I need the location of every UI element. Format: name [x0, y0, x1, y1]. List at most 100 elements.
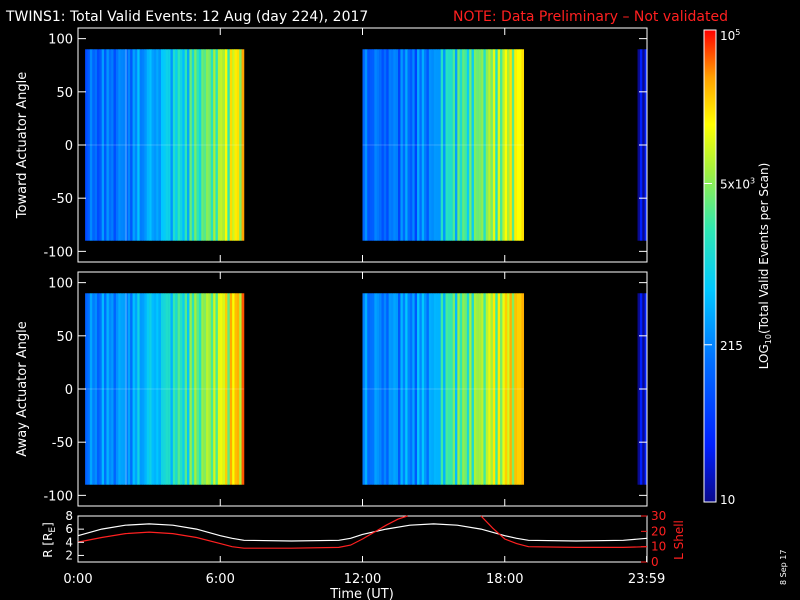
- heatmap-column: [217, 49, 221, 241]
- heatmap-column: [198, 293, 202, 485]
- heatmap-column: [466, 293, 470, 485]
- toward-y-label: Toward Actuator Angle: [15, 72, 30, 219]
- y-tick-label: 100: [48, 33, 73, 48]
- colorbar-label: LOG10(Total Valid Events per Scan): [757, 163, 773, 370]
- heatmap-column: [405, 293, 408, 485]
- y-tick-label: 100: [48, 277, 73, 292]
- heatmap-column: [450, 293, 453, 485]
- heatmap-column: [111, 49, 114, 241]
- heatmap-column: [87, 49, 91, 241]
- heatmap-column: [393, 293, 396, 485]
- heatmap-column: [473, 49, 477, 241]
- heatmap-column: [390, 293, 394, 485]
- heatmap-column: [127, 293, 131, 485]
- heatmap-column: [436, 49, 439, 241]
- heatmap-column: [412, 49, 415, 241]
- heatmap-column: [383, 293, 387, 485]
- heatmap-column: [371, 293, 375, 485]
- heatmap-column: [179, 49, 183, 241]
- heatmap-column: [504, 49, 508, 241]
- heatmap-column: [89, 49, 93, 241]
- heatmap-column: [511, 49, 515, 241]
- heatmap-column: [433, 49, 437, 241]
- heatmap-column: [364, 293, 368, 485]
- heatmap-column: [85, 293, 88, 485]
- heatmap-column: [144, 293, 148, 485]
- heatmap-column: [94, 293, 98, 485]
- heatmap-column: [96, 293, 100, 485]
- figure-title: TWINS1: Total Valid Events: 12 Aug (day …: [5, 9, 368, 25]
- away-actuator-panel: 100 50 0 -50 -100 Away Actuator Angle: [15, 271, 648, 507]
- heatmap-column: [514, 293, 517, 485]
- heatmap-column: [509, 49, 513, 241]
- heatmap-column: [208, 293, 212, 485]
- preliminary-note: NOTE: Data Preliminary – Not validated: [453, 9, 728, 25]
- heatmap-column: [457, 293, 460, 485]
- heatmap-column: [239, 49, 242, 241]
- heatmap-column: [438, 293, 442, 485]
- heatmap-column: [485, 293, 489, 485]
- heatmap-column: [459, 49, 463, 241]
- heatmap-column: [165, 293, 169, 485]
- heatmap-column: [158, 49, 162, 241]
- heatmap-column: [139, 49, 143, 241]
- orbit-lines: [77, 515, 648, 549]
- heatmap-column: [120, 293, 124, 485]
- heatmap-column: [106, 293, 110, 485]
- heatmap-column: [483, 293, 487, 485]
- heatmap-column: [132, 293, 136, 485]
- heatmap-column: [222, 49, 226, 241]
- heatmap-column: [137, 49, 140, 241]
- heatmap-column: [99, 293, 103, 485]
- heatmap-column: [101, 293, 105, 485]
- toward-actuator-panel: 100 50 0 -50 -100 Toward Actuator Angle: [15, 27, 648, 263]
- heatmap-column: [196, 49, 200, 241]
- heatmap-column: [175, 293, 178, 485]
- heatmap-column: [400, 293, 404, 485]
- y-tick-label: -50: [52, 436, 73, 451]
- heatmap-column: [130, 293, 133, 485]
- y-tick-label: 50: [56, 330, 73, 345]
- heatmap-column: [139, 293, 143, 485]
- heatmap-column: [108, 293, 112, 485]
- heatmap-column: [516, 49, 520, 241]
- heatmap-column: [388, 293, 392, 485]
- heatmap-column: [194, 49, 197, 241]
- heatmap-column: [127, 49, 131, 241]
- heatmap-column: [224, 293, 228, 485]
- y-tick-label: 0: [65, 139, 73, 154]
- orbit-right-tick-label: 10: [651, 540, 666, 554]
- heatmap-column: [241, 49, 245, 241]
- heatmap-column: [172, 49, 176, 241]
- heatmap-column: [492, 49, 496, 241]
- heatmap-column: [198, 49, 202, 241]
- heatmap-column: [99, 49, 103, 241]
- heatmap-column: [381, 293, 385, 485]
- heatmap-column: [419, 293, 423, 485]
- heatmap-column: [241, 293, 245, 485]
- heatmap-column: [163, 293, 167, 485]
- heatmap-column: [390, 49, 394, 241]
- heatmap-column: [417, 49, 420, 241]
- heatmap-column: [177, 49, 181, 241]
- heatmap-column: [371, 49, 375, 241]
- heatmap-column: [130, 49, 133, 241]
- heatmap-column: [160, 49, 164, 241]
- heatmap-column: [450, 49, 453, 241]
- heatmap-column: [464, 49, 468, 241]
- heatmap-column: [189, 293, 193, 485]
- orbit-left-tick-label: 8: [65, 509, 73, 523]
- orbit-left-tick-label: 4: [65, 535, 73, 549]
- heatmap-column: [108, 49, 112, 241]
- heatmap-column: [419, 49, 423, 241]
- heatmap-column: [407, 293, 411, 485]
- heatmap-column: [379, 293, 382, 485]
- heatmap-column: [367, 293, 370, 485]
- heatmap-column: [146, 49, 150, 241]
- orbit-x-ticks: 0:00 6:00 12:00 18:00 23:59: [63, 556, 665, 587]
- heatmap-column: [436, 293, 439, 485]
- heatmap-column: [206, 293, 209, 485]
- heatmap-column: [151, 293, 155, 485]
- heatmap-column: [485, 49, 489, 241]
